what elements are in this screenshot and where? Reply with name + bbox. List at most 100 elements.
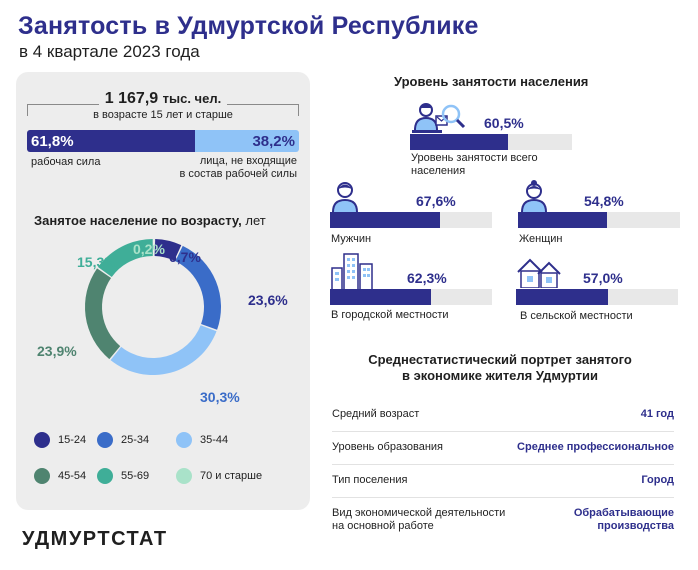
rate-bar-fill-men: [330, 212, 440, 228]
portrait-separator: [332, 431, 674, 432]
page-subtitle: в 4 квартале 2023 года: [19, 42, 200, 61]
rate-label-men: Мужчин: [331, 233, 371, 246]
portrait-value-line2: производства: [597, 520, 674, 532]
employment-rates-title: Уровень занятости населения: [394, 74, 589, 89]
donut-slice-55-69: [98, 239, 153, 277]
portrait-separator: [332, 464, 674, 465]
rate-bar-fill-urban: [330, 289, 431, 305]
rate-bar-fill-total: [410, 134, 508, 150]
donut-label-25-34: 23,6%: [248, 292, 288, 308]
legend-swatch: [97, 468, 113, 484]
rate-bar-fill-women: [518, 212, 607, 228]
legend-label: 45-54: [58, 470, 87, 482]
portrait-value-line1: 41 год: [640, 408, 674, 420]
rate-label-total: Уровень занятости всего населения: [411, 152, 538, 178]
portrait-value-line1: Среднее профессиональное: [517, 441, 674, 453]
legend-swatch: [34, 468, 50, 484]
portrait-value: 41 год: [641, 408, 674, 421]
portrait-key: Вид экономической деятельности на основно…: [332, 507, 505, 533]
portrait-separator: [332, 497, 674, 498]
workforce-label: рабочая сила: [31, 156, 101, 168]
donut-slice-25-34: [175, 245, 221, 330]
donut-slice-15-24: [154, 239, 182, 261]
man-icon: [332, 182, 358, 212]
workforce-segment: [27, 130, 195, 152]
portrait-key-line1: Тип поселения: [332, 474, 408, 486]
legend-label: 70 и старше: [200, 470, 263, 482]
labor-split-bar: [27, 130, 299, 152]
rate-label-line1: В городской местности: [331, 309, 449, 321]
legend-label: 55-69: [121, 470, 150, 482]
portrait-key-line2: на основной работе: [332, 520, 434, 532]
age-chart-title: Занятое население по возрасту, лет: [34, 213, 266, 228]
rate-label-urban: В городской местности: [331, 309, 449, 322]
portrait-title-line2: в экономике жителя Удмуртии: [401, 368, 599, 383]
legend-swatch: [97, 432, 113, 448]
rate-label-line1: Мужчин: [331, 233, 372, 245]
legend-label: 25-34: [121, 434, 150, 446]
rate-label-women: Женщин: [519, 233, 562, 246]
donut-slice-45-54: [85, 268, 121, 360]
outside-label-line1: лица, не входящие: [199, 155, 297, 167]
total-value: 1 167,9 тыс. чел.: [27, 90, 299, 108]
woman-icon: [521, 180, 547, 212]
outside-workforce-segment: [195, 130, 299, 152]
portrait-key: Средний возраст: [332, 408, 419, 421]
donut-slice-35-44: [110, 325, 217, 375]
city-buildings-icon: [331, 253, 373, 290]
portrait-key: Уровень образования: [332, 441, 443, 454]
total-note: в возрасте 15 лет и старше: [93, 109, 233, 121]
donut-label-45-54: 23,9%: [37, 343, 77, 359]
rate-label-line1: Женщин: [519, 233, 563, 245]
rate-label-line1: Уровень занятости всего: [411, 152, 538, 164]
donut-label-55-69: 15,3%: [77, 254, 117, 270]
rate-bar-fill-rural: [516, 289, 608, 305]
outside-workforce-label: лица, не входящие в состав рабочей силы: [160, 155, 297, 181]
donut-label-70-и-старше: 0,2%: [133, 241, 165, 257]
legend-item-15-24: 15-24: [34, 430, 86, 450]
legend-item-55-69: 55-69: [97, 466, 149, 486]
outside-workforce-value: 38,2%: [252, 133, 295, 150]
udmurtstat-logo: УДМУРТСТАТ: [22, 528, 168, 550]
rate-value-women: 54,8%: [584, 193, 624, 209]
portrait-key-line1: Уровень образования: [332, 441, 444, 453]
total-unit: тыс. чел.: [162, 91, 222, 106]
portrait-value-line1: Обрабатывающие: [573, 507, 674, 519]
rate-label-line2: населения: [411, 165, 466, 177]
age-donut-chart: [85, 239, 221, 375]
donut-label-15-24: 6,7%: [169, 249, 201, 265]
portrait-key: Тип поселения: [332, 474, 407, 487]
portrait-value: Город: [641, 474, 674, 487]
total-number: 1 167,9: [104, 90, 159, 107]
rate-value-urban: 62,3%: [407, 270, 447, 286]
workforce-value: 61,8%: [31, 133, 74, 150]
portrait-title: Среднестатистический портрет занятого в …: [330, 352, 670, 384]
page-title: Занятость в Удмуртской Республике: [18, 12, 479, 40]
person-at-laptop-with-magnifier-icon: [412, 103, 466, 133]
portrait-value: Обрабатывающие производства: [574, 507, 674, 533]
legend-item-35-44: 35-44: [176, 430, 228, 450]
legend-item-45-54: 45-54: [34, 466, 86, 486]
legend-swatch: [176, 432, 192, 448]
village-houses-icon: [517, 258, 561, 288]
portrait-value-line1: Город: [641, 474, 674, 486]
rate-value-men: 67,6%: [416, 193, 456, 209]
legend-item-70-и-старше: 70 и старше: [176, 466, 262, 486]
rate-value-total: 60,5%: [484, 115, 524, 131]
legend-swatch: [176, 468, 192, 484]
legend-item-25-34: 25-34: [97, 430, 149, 450]
rate-value-rural: 57,0%: [583, 270, 623, 286]
age-chart-unit: лет: [245, 213, 266, 228]
outside-label-line2: в состав рабочей силы: [179, 168, 297, 180]
rate-label-line1: В сельской местности: [520, 310, 633, 322]
portrait-value: Среднее профессиональное: [517, 441, 674, 454]
legend-swatch: [34, 432, 50, 448]
portrait-key-line1: Вид экономической деятельности: [332, 507, 506, 519]
age-chart-title-text: Занятое население по возрасту,: [34, 213, 242, 228]
legend-label: 15-24: [58, 434, 87, 446]
legend-label: 35-44: [200, 434, 229, 446]
donut-label-35-44: 30,3%: [200, 389, 240, 405]
rate-label-rural: В сельской местности: [520, 310, 633, 323]
portrait-key-line1: Средний возраст: [332, 408, 420, 420]
portrait-title-line1: Среднестатистический портрет занятого: [368, 352, 632, 367]
